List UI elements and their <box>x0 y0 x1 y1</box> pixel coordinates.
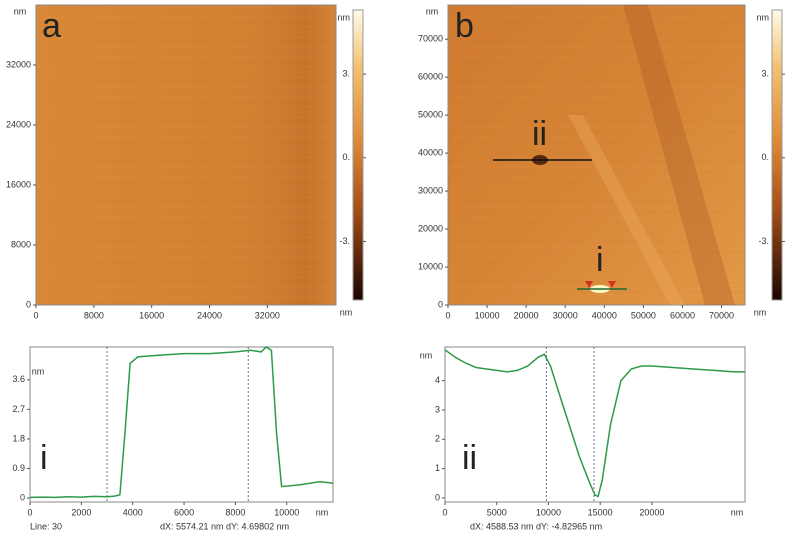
x-tick-label: 15000 <box>588 507 613 517</box>
x-tick-label: 4000 <box>123 507 143 517</box>
status-text: dX: 5574.21 nm dY: 4.69802 nm <box>160 521 289 531</box>
panel-label: a <box>42 7 61 45</box>
panel-label: b <box>455 7 474 45</box>
x-tick-label: 8000 <box>225 507 245 517</box>
x-tick-label: 0 <box>27 507 32 517</box>
y-unit: nm <box>14 6 27 16</box>
x-tick-label: 2000 <box>71 507 91 517</box>
y-tick-label: 0 <box>435 492 440 502</box>
y-tick-label: 32000 <box>6 59 31 69</box>
streak <box>623 5 735 305</box>
x-tick-label: 10000 <box>475 310 500 320</box>
y-tick-label: 0 <box>20 492 25 502</box>
x-tick-label: 50000 <box>631 310 656 320</box>
colorbar <box>771 9 783 301</box>
x-tick-label: 70000 <box>709 310 734 320</box>
x-tick-label: 30000 <box>553 310 578 320</box>
y-tick-label: 3.6 <box>12 374 25 384</box>
y-tick-label: 0 <box>26 299 31 309</box>
afm-image <box>35 4 337 306</box>
y-tick-label: 50000 <box>418 110 443 120</box>
x-unit: nm <box>340 307 353 317</box>
x-tick-label: 16000 <box>139 310 164 320</box>
y-tick-label: 2.7 <box>12 404 25 414</box>
x-tick-label: 20000 <box>514 310 539 320</box>
x-tick-label: 40000 <box>592 310 617 320</box>
y-tick-label: 40000 <box>418 147 443 157</box>
cursor-marker <box>608 281 616 288</box>
annotation: ii <box>532 115 547 153</box>
colorbar-tick-label: 3. <box>761 69 769 79</box>
colorbar-tick-label: -3. <box>758 236 769 246</box>
x-unit: nm <box>731 507 744 517</box>
y-tick-label: 30000 <box>418 185 443 195</box>
x-tick-label: 24000 <box>197 310 222 320</box>
y-tick-label: 16000 <box>6 179 31 189</box>
x-unit: nm <box>316 507 329 517</box>
plot-frame <box>444 346 746 503</box>
y-tick-label: 3 <box>435 404 440 414</box>
panel-label: i <box>40 439 48 477</box>
y-unit: nm <box>420 350 433 360</box>
y-tick-label: 8000 <box>11 239 31 249</box>
x-tick-label: 10000 <box>536 507 561 517</box>
x-tick-label: 5000 <box>487 507 507 517</box>
y-tick-label: 4 <box>435 375 440 385</box>
x-tick-label: 0 <box>442 507 447 517</box>
y-tick-label: 0 <box>438 299 443 309</box>
x-tick-label: 10000 <box>274 507 299 517</box>
profile <box>29 346 334 499</box>
colorbar-tick-label: 0. <box>342 152 350 162</box>
cursor-marker <box>585 281 593 288</box>
y-unit: nm <box>426 6 439 16</box>
plot-frame <box>29 346 334 503</box>
colorbar <box>352 9 364 301</box>
profile <box>444 349 745 498</box>
y-tick-label: 70000 <box>418 34 443 44</box>
y-tick-label: 10000 <box>418 261 443 271</box>
y-tick-label: 1 <box>435 463 440 473</box>
y-tick-label: 1.8 <box>12 433 25 443</box>
x-tick-label: 8000 <box>84 310 104 320</box>
streak <box>568 115 685 305</box>
x-tick-label: 0 <box>33 310 38 320</box>
colorbar-unit: nm <box>337 12 350 22</box>
status-text: dX: 4588.53 nm dY: -4.82965 nm <box>470 521 602 531</box>
annotation: i <box>596 241 604 279</box>
y-tick-label: 0.9 <box>12 463 25 473</box>
x-tick-label: 32000 <box>255 310 280 320</box>
x-unit: nm <box>754 307 767 317</box>
y-unit: nm <box>32 366 45 376</box>
x-tick-label: 0 <box>445 310 450 320</box>
panel-label: ii <box>462 439 477 477</box>
x-tick-label: 60000 <box>670 310 695 320</box>
x-tick-label: 20000 <box>639 507 664 517</box>
x-tick-label: 6000 <box>174 507 194 517</box>
colorbar-tick-label: 0. <box>761 152 769 162</box>
colorbar-unit: nm <box>756 12 769 22</box>
status-text: Line: 30 <box>30 521 62 531</box>
y-tick-label: 2 <box>435 434 440 444</box>
y-tick-label: 60000 <box>418 72 443 82</box>
y-tick-label: 20000 <box>418 223 443 233</box>
colorbar-tick-label: 3. <box>342 69 350 79</box>
afm-image <box>447 4 746 306</box>
y-tick-label: 24000 <box>6 119 31 129</box>
colorbar-tick-label: -3. <box>339 236 350 246</box>
